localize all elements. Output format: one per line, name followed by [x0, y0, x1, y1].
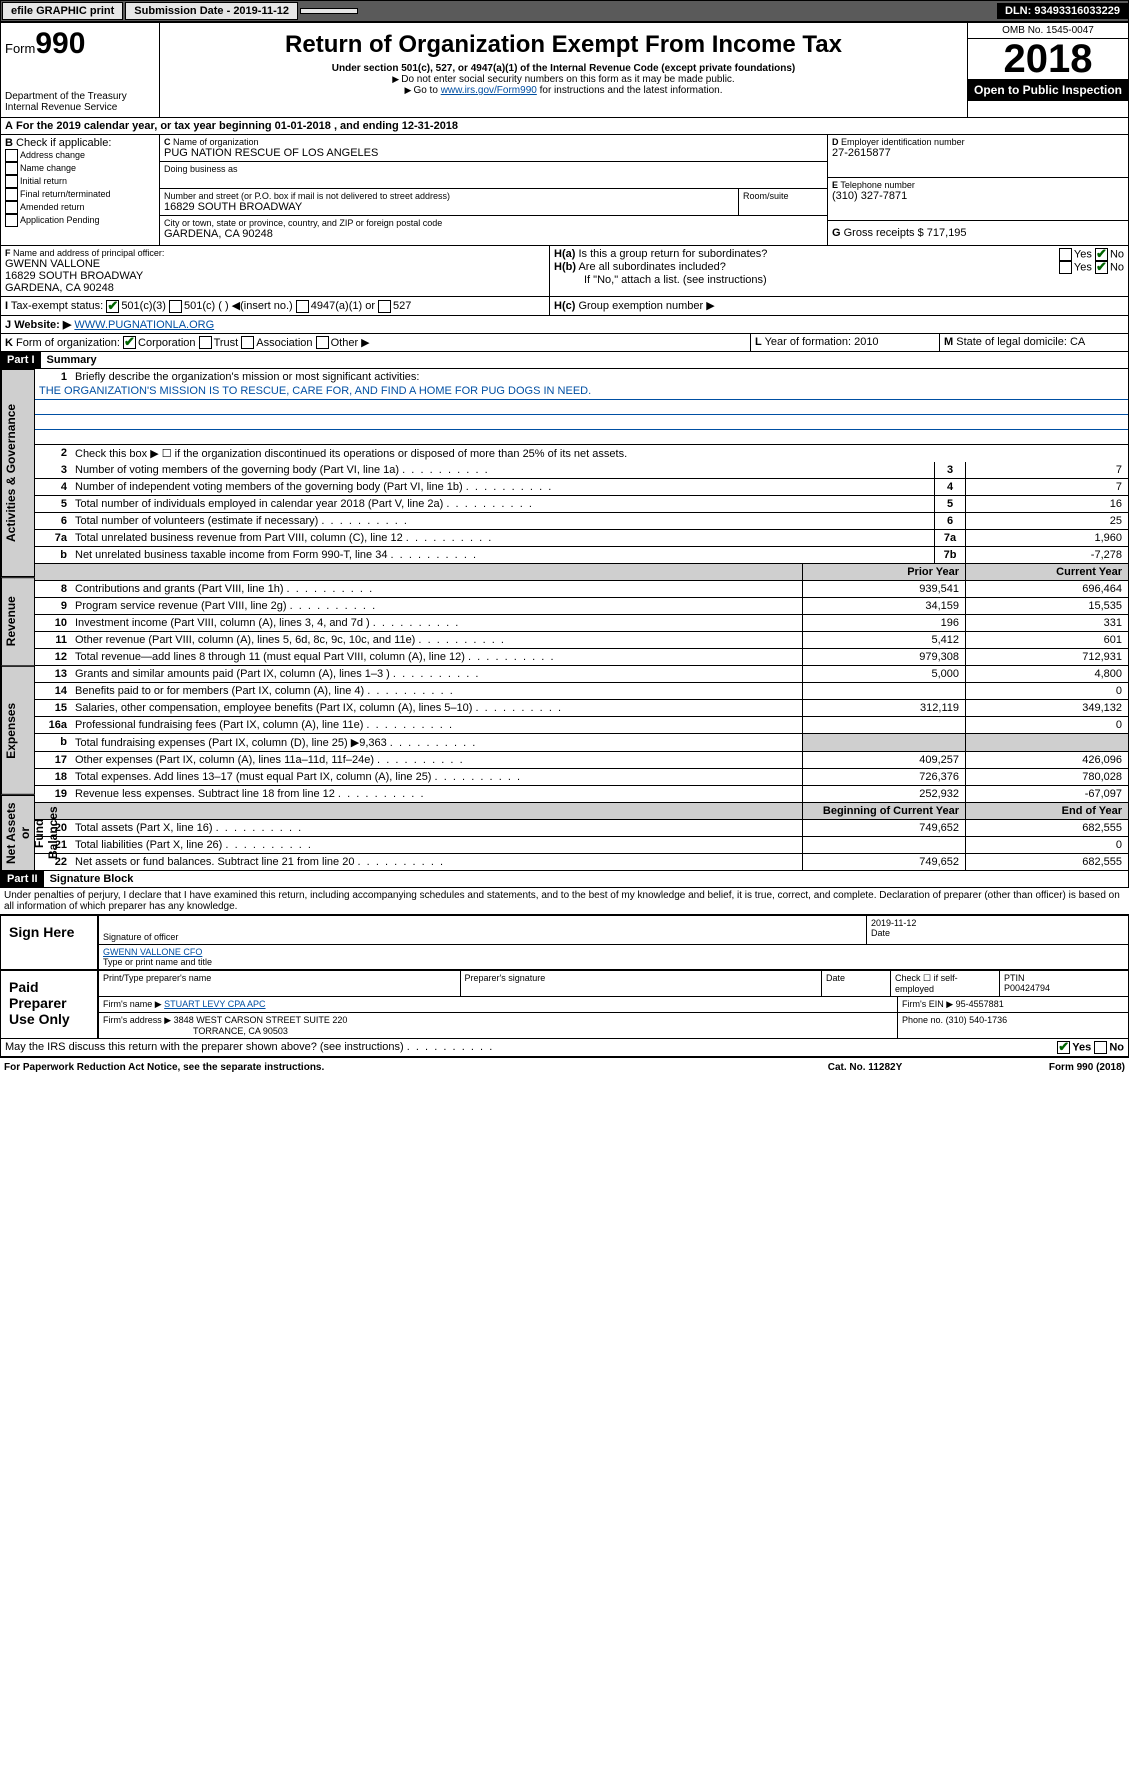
- col-begin: Beginning of Current Year: [802, 803, 965, 819]
- city: GARDENA, CA 90248: [164, 228, 823, 240]
- blank-button: [300, 8, 358, 14]
- data-row: bTotal fundraising expenses (Part IX, co…: [35, 734, 1128, 752]
- tax-year: 2018: [968, 39, 1128, 79]
- sign-here-label: Sign Here: [1, 916, 99, 969]
- data-row: 16aProfessional fundraising fees (Part I…: [35, 717, 1128, 734]
- irs-link[interactable]: www.irs.gov/Form990: [441, 85, 537, 96]
- gov-row: 3Number of voting members of the governi…: [35, 462, 1128, 479]
- officer-addr: 16829 SOUTH BROADWAY: [5, 270, 545, 282]
- data-row: 19Revenue less expenses. Subtract line 1…: [35, 786, 1128, 803]
- chk-name[interactable]: Name change: [5, 162, 155, 175]
- form-number: Form990: [5, 27, 155, 61]
- data-row: 13Grants and similar amounts paid (Part …: [35, 666, 1128, 683]
- hb-note: If "No," attach a list. (see instruction…: [554, 274, 1124, 286]
- data-row: 22Net assets or fund balances. Subtract …: [35, 854, 1128, 871]
- data-row: 14Benefits paid to or for members (Part …: [35, 683, 1128, 700]
- prep-name-hdr: Print/Type preparer's name: [99, 971, 461, 996]
- perjury: Under penalties of perjury, I declare th…: [0, 888, 1129, 914]
- dept: Department of the Treasury Internal Reve…: [5, 91, 155, 113]
- part2-header: Part IISignature Block: [0, 871, 1129, 888]
- gov-row: 5Total number of individuals employed in…: [35, 496, 1128, 513]
- subtitle: Under section 501(c), 527, or 4947(a)(1)…: [164, 63, 963, 74]
- gov-row: 6Total number of volunteers (estimate if…: [35, 513, 1128, 530]
- section-c: C Name of organization PUG NATION RESCUE…: [160, 135, 828, 245]
- section-b: B Check if applicable: Address change Na…: [1, 135, 160, 245]
- data-row: 21Total liabilities (Part X, line 26)0: [35, 837, 1128, 854]
- ptin: P00424794: [1004, 983, 1050, 993]
- section-deg: D Employer identification number 27-2615…: [828, 135, 1128, 245]
- officer-city: GARDENA, CA 90248: [5, 282, 545, 294]
- chk-initial[interactable]: Initial return: [5, 175, 155, 188]
- chk-address[interactable]: Address change: [5, 149, 155, 162]
- dln: DLN: 93493316033229: [997, 3, 1128, 19]
- tab-governance: Activities & Governance: [1, 369, 35, 577]
- prep-date-hdr: Date: [822, 971, 891, 996]
- firm-addr: 3848 WEST CARSON STREET SUITE 220: [174, 1015, 348, 1025]
- part1-header: Part ISummary: [0, 352, 1129, 369]
- chk-pending[interactable]: Application Pending: [5, 214, 155, 227]
- line-j: J Website: ▶ WWW.PUGNATIONLA.ORG: [0, 316, 1129, 334]
- addr-label: Number and street (or P.O. box if mail i…: [164, 191, 734, 201]
- col-end: End of Year: [965, 803, 1128, 819]
- gov-row: bNet unrelated business taxable income f…: [35, 547, 1128, 564]
- data-row: 10Investment income (Part VIII, column (…: [35, 615, 1128, 632]
- col-current: Current Year: [965, 564, 1128, 580]
- tab-expenses: Expenses: [1, 666, 35, 795]
- note-link: Go to www.irs.gov/Form990 for instructio…: [164, 85, 963, 96]
- website-link[interactable]: WWW.PUGNATIONLA.ORG: [74, 319, 214, 331]
- ein: 27-2615877: [832, 147, 1124, 159]
- line1-label: Briefly describe the organization's miss…: [71, 369, 1128, 385]
- line-i: I Tax-exempt status: 501(c)(3) 501(c) ( …: [0, 297, 1129, 316]
- data-row: 12Total revenue—add lines 8 through 11 (…: [35, 649, 1128, 666]
- sign-block: Sign Here Signature of officer 2019-11-1…: [0, 914, 1129, 970]
- discuss-row: May the IRS discuss this return with the…: [0, 1039, 1129, 1057]
- entity-block: B Check if applicable: Address change Na…: [0, 135, 1129, 246]
- phone: (310) 327-7871: [832, 190, 1124, 202]
- open-inspection: Open to Public Inspection: [968, 79, 1128, 101]
- line-klm: K Form of organization: Corporation Trus…: [0, 334, 1129, 353]
- line-a: A For the 2019 calendar year, or tax yea…: [0, 118, 1129, 135]
- data-row: 9Program service revenue (Part VIII, lin…: [35, 598, 1128, 615]
- firm-phone: (310) 540-1736: [946, 1015, 1008, 1025]
- gov-row: 7aTotal unrelated business revenue from …: [35, 530, 1128, 547]
- firm-name[interactable]: STUART LEVY CPA APC: [164, 999, 265, 1009]
- efile-button[interactable]: efile GRAPHIC print: [2, 2, 123, 20]
- note-ssn: Do not enter social security numbers on …: [164, 74, 963, 85]
- chk-final[interactable]: Final return/terminated: [5, 188, 155, 201]
- submission-button[interactable]: Submission Date - 2019-11-12: [125, 2, 298, 20]
- data-row: 8Contributions and grants (Part VIII, li…: [35, 581, 1128, 598]
- data-row: 11Other revenue (Part VIII, column (A), …: [35, 632, 1128, 649]
- city-label: City or town, state or province, country…: [164, 218, 823, 228]
- footer: For Paperwork Reduction Act Notice, see …: [0, 1057, 1129, 1077]
- data-row: 17Other expenses (Part IX, column (A), l…: [35, 752, 1128, 769]
- tab-revenue: Revenue: [1, 577, 35, 666]
- summary-grid: Activities & Governance Revenue Expenses…: [0, 369, 1129, 871]
- prep-sig-hdr: Preparer's signature: [461, 971, 823, 996]
- officer-name: GWENN VALLONE: [5, 258, 545, 270]
- firm-ein: 95-4557881: [956, 999, 1004, 1009]
- self-emp: Check ☐ if self-employed: [891, 971, 1000, 996]
- top-bar: efile GRAPHIC print Submission Date - 20…: [0, 0, 1129, 22]
- room-suite: Room/suite: [738, 189, 827, 215]
- sig-date: 2019-11-12: [871, 918, 1124, 928]
- org-name: PUG NATION RESCUE OF LOS ANGELES: [164, 147, 823, 159]
- data-row: 20Total assets (Part X, line 16)749,6526…: [35, 820, 1128, 837]
- data-row: 18Total expenses. Add lines 13–17 (must …: [35, 769, 1128, 786]
- line2: Check this box ▶ ☐ if the organization d…: [71, 445, 1128, 462]
- paid-preparer-block: Paid Preparer Use Only Print/Type prepar…: [0, 970, 1129, 1039]
- gross-receipts: 717,195: [927, 227, 967, 239]
- form-title: Return of Organization Exempt From Incom…: [164, 31, 963, 59]
- street: 16829 SOUTH BROADWAY: [164, 201, 734, 213]
- dba-label: Doing business as: [164, 164, 823, 174]
- paid-label: Paid Preparer Use Only: [1, 971, 99, 1038]
- gov-row: 4Number of independent voting members of…: [35, 479, 1128, 496]
- data-row: 15Salaries, other compensation, employee…: [35, 700, 1128, 717]
- chk-amended[interactable]: Amended return: [5, 201, 155, 214]
- form-header: Form990 Department of the Treasury Inter…: [0, 22, 1129, 118]
- col-prior: Prior Year: [802, 564, 965, 580]
- officer-sig-name: GWENN VALLONE CFO: [103, 947, 1124, 957]
- tab-netassets: Net Assets orFund Balances: [1, 795, 35, 871]
- fh-block: F Name and address of principal officer:…: [0, 246, 1129, 297]
- mission-text: THE ORGANIZATION'S MISSION IS TO RESCUE,…: [35, 385, 1128, 400]
